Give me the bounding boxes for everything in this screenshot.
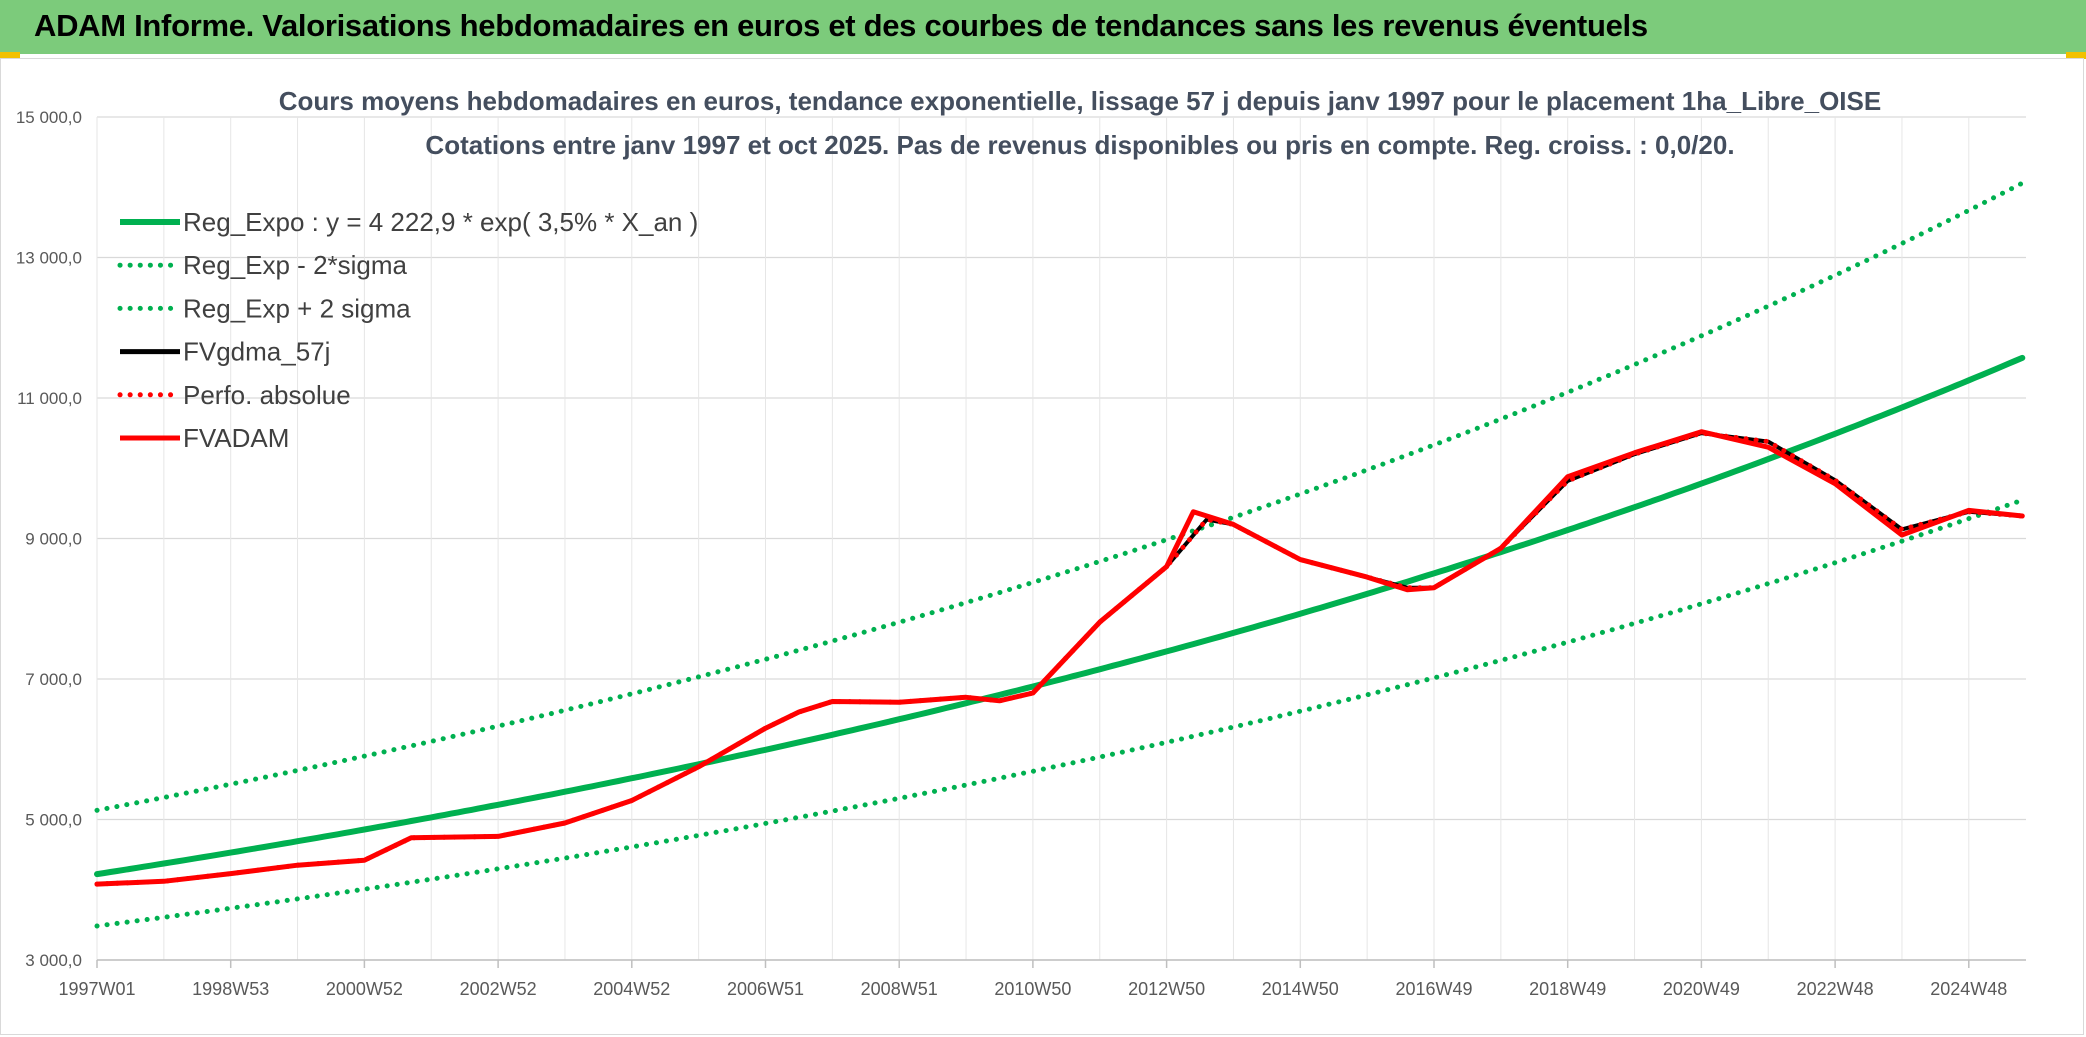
x-tick-label: 2016W49: [1395, 979, 1472, 999]
corner-marker-right: [2066, 52, 2086, 59]
legend-label: FVADAM: [183, 423, 289, 453]
series-line-fvadam: [94, 429, 2025, 887]
y-tick-label: 5 000,0: [25, 811, 82, 830]
y-tick-label: 15 000,0: [16, 108, 82, 127]
series-line-perfo: [94, 430, 2025, 887]
legend-label: Reg_Exp - 2*sigma: [183, 250, 408, 280]
series-line-regexp: [94, 180, 2025, 813]
header-banner: ADAM Informe. Valorisations hebdomadaire…: [0, 0, 2086, 54]
series-lines: [94, 180, 2026, 929]
series-line-regexpo: [94, 354, 2026, 878]
legend-label: FVgdma_57j: [183, 337, 330, 367]
legend-label: Perfo. absolue: [183, 380, 351, 410]
x-axis-ticks: 1997W01 1998W53 2000W52 2002W52 2004W52 2006W…: [58, 960, 2007, 999]
x-tick-label: 2004W52: [593, 979, 670, 999]
y-axis-ticks: 3 000,0 5 000,0 7 000,0 9 000,0 11 000,0 13 0…: [16, 108, 82, 970]
chart-frame: [0, 58, 2084, 1035]
series-line-fvgdma57j: [95, 431, 2025, 887]
y-tick-label: 7 000,0: [25, 670, 82, 689]
y-tick-label: 13 000,0: [16, 249, 82, 268]
legend-label: Reg_Exp + 2 sigma: [183, 293, 411, 323]
x-tick-label: 2010W50: [994, 979, 1071, 999]
x-tick-label: 2014W50: [1262, 979, 1339, 999]
chart-subtitle: Cotations entre janv 1997 et oct 2025. P…: [425, 130, 1735, 160]
y-tick-label: 3 000,0: [25, 951, 82, 970]
corner-marker-left: [0, 52, 20, 59]
x-tick-label: 2020W49: [1663, 979, 1740, 999]
x-tick-label: 1997W01: [58, 979, 135, 999]
x-tick-label: 2008W51: [861, 979, 938, 999]
x-tick-label: 2002W52: [460, 979, 537, 999]
x-tick-label: 2000W52: [326, 979, 403, 999]
y-tick-label: 11 000,0: [17, 389, 82, 408]
y-tick-label: 9 000,0: [25, 530, 82, 549]
x-tick-label: 2012W50: [1128, 979, 1205, 999]
legend: Reg_Expo : y = 4 222,9 * exp( 3,5% * X_a…: [117, 207, 698, 453]
legend-label: Reg_Expo : y = 4 222,9 * exp( 3,5% * X_a…: [183, 207, 698, 237]
page-title: ADAM Informe. Valorisations hebdomadaire…: [34, 8, 1648, 43]
x-tick-label: 2006W51: [727, 979, 804, 999]
x-tick-label: 1998W53: [192, 979, 269, 999]
x-tick-label: 2022W48: [1797, 979, 1874, 999]
grid-lines: [96, 116, 2026, 961]
chart-title: Cours moyens hebdomadaires en euros, ten…: [278, 86, 1882, 116]
series-line-regexp: [94, 497, 2025, 929]
x-tick-label: 2018W49: [1529, 979, 1606, 999]
x-tick-label: 2024W48: [1930, 979, 2007, 999]
